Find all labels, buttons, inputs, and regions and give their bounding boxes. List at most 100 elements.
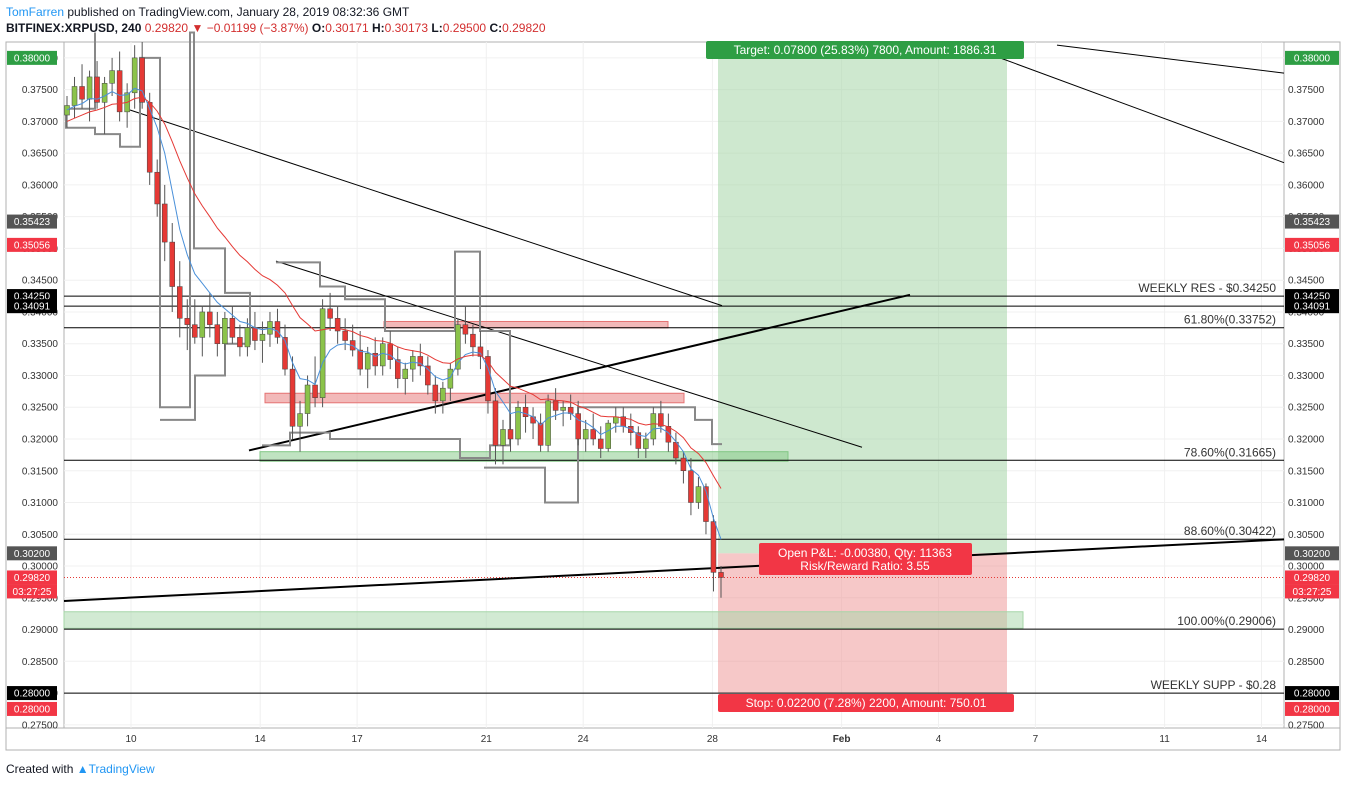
close-value: 0.29820	[502, 21, 546, 35]
candle-body	[327, 308, 333, 319]
candle	[575, 400, 581, 446]
price-tag-text: 0.38000	[14, 53, 51, 64]
trend-line	[275, 260, 863, 448]
candle	[312, 356, 318, 408]
candle-body	[379, 343, 386, 367]
candle	[492, 388, 499, 465]
candle-body	[86, 76, 93, 100]
candle-body	[440, 387, 446, 402]
price-tag-bg	[7, 686, 57, 701]
candle	[440, 381, 446, 414]
level-label: 100.00%(0.29006)	[1177, 614, 1276, 628]
candle	[402, 362, 409, 395]
open-label: O:	[311, 21, 326, 35]
candle-body	[154, 171, 160, 205]
y-tick-label: 0.37000	[1288, 117, 1325, 128]
candle	[432, 375, 439, 414]
candle-body	[507, 429, 514, 440]
candle	[658, 400, 664, 433]
y-tick-label: 0.31000	[22, 498, 59, 509]
y-tick-label: 0.37000	[22, 117, 59, 128]
candle	[560, 400, 566, 427]
candle	[184, 299, 191, 351]
candle-body	[131, 57, 138, 94]
candle-body	[139, 57, 145, 103]
price-tag: 0.28000	[1285, 686, 1339, 701]
y-tick-label: 0.27500	[22, 720, 59, 731]
candle	[192, 299, 198, 344]
candle	[199, 305, 206, 357]
y-tick-label: 0.27500	[1288, 720, 1325, 731]
price-tag-text: 0.35423	[1294, 217, 1331, 228]
candle	[507, 413, 514, 452]
x-tick-label: 4	[936, 734, 942, 745]
y-tick-label: 0.29500	[1288, 593, 1325, 604]
candle-body	[613, 416, 619, 424]
last-price: 0.29820	[144, 21, 189, 35]
y-tick-label: 0.33000	[22, 371, 59, 382]
candle-body	[425, 365, 431, 386]
candle-body	[252, 327, 258, 341]
candle-body	[530, 416, 536, 424]
candle	[650, 407, 657, 446]
y-tick-label: 0.37500	[1288, 85, 1325, 96]
author-link[interactable]: TomFarren	[6, 5, 65, 19]
low-value: 0.29500	[442, 21, 487, 35]
candle	[357, 331, 363, 376]
price-tag-bg	[7, 214, 57, 229]
candle	[342, 318, 348, 351]
candle	[364, 346, 371, 389]
price-tag: 0.34091	[7, 299, 57, 314]
candle-body	[417, 356, 424, 367]
price-tag-text: 0.30200	[14, 549, 51, 560]
price-tags: 0.38000 0.38000 0.35423 0.35423 0.35056 0.350…	[7, 50, 1339, 716]
candle-body	[552, 400, 559, 411]
channel-line	[262, 250, 511, 460]
y-tick-label: 0.30000	[22, 562, 59, 573]
price-tag-text: 0.34250	[14, 292, 51, 303]
candle-body	[432, 384, 439, 402]
candle-body	[710, 521, 717, 573]
symbol-name[interactable]: BITFINEX:XRPUSD, 240	[6, 21, 142, 35]
price-tag: 0.35423	[7, 214, 57, 229]
zone-box	[63, 611, 1024, 629]
created-with-label: Created with	[6, 762, 74, 776]
level-label: WEEKLY SUPP - $0.28	[1151, 678, 1277, 692]
y-tick-label: 0.36000	[1288, 180, 1325, 191]
candle	[289, 356, 296, 439]
y-tick-label: 0.32000	[22, 434, 59, 445]
candle-body	[665, 426, 672, 443]
candle-body	[312, 384, 318, 398]
y-tick-label: 0.31500	[1288, 466, 1325, 477]
candle-body	[64, 105, 70, 116]
candle	[387, 331, 393, 370]
candle-body	[582, 429, 589, 440]
candle	[582, 419, 589, 452]
tradingview-brand[interactable]: TradingView	[88, 762, 155, 776]
down-arrow-icon: ▼	[191, 21, 204, 35]
candle-body	[462, 324, 469, 335]
price-tag-text: 03:27:25	[13, 587, 52, 598]
candle-body	[537, 422, 544, 446]
candle-body	[109, 70, 115, 84]
price-tag: 0.35056	[1285, 237, 1339, 252]
candle	[695, 477, 702, 509]
price-tag-bg	[1285, 570, 1339, 585]
candle-body	[237, 337, 243, 348]
candle-body	[282, 337, 288, 370]
price-tag-bg	[7, 584, 57, 599]
x-tick-label: 17	[352, 734, 364, 745]
candle	[710, 515, 717, 592]
candle-body	[101, 83, 108, 103]
level-label: 61.80%(0.33752)	[1184, 313, 1276, 327]
moving-averages	[66, 87, 722, 540]
price-tag-text: 0.28000	[14, 689, 51, 700]
candle-body	[199, 311, 206, 338]
price-tag-bg	[1285, 50, 1339, 65]
level-label: WEEKLY RES - $0.34250	[1138, 281, 1276, 295]
candle	[680, 451, 687, 484]
candle	[86, 70, 93, 122]
footer: Created with ▲TradingView	[6, 761, 155, 777]
candle-body	[184, 318, 191, 325]
